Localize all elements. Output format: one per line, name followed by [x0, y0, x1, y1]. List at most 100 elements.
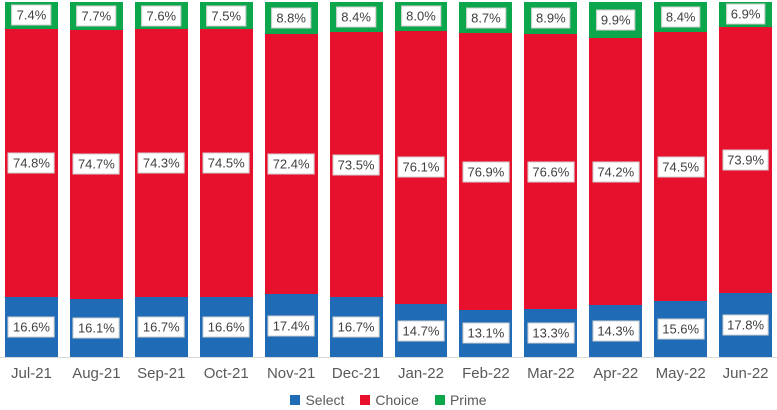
legend-label: Prime — [449, 392, 487, 408]
bar-segment-select: 15.6% — [654, 300, 708, 357]
data-label: 8.7% — [466, 7, 506, 29]
data-label: 8.8% — [271, 7, 311, 29]
bar-column: 7.5% 74.5% 16.6% — [199, 2, 253, 357]
data-label: 8.9% — [531, 7, 571, 29]
bar-segment-prime: 7.4% — [5, 2, 58, 29]
data-label: 16.6% — [202, 316, 250, 338]
data-label: 17.4% — [267, 315, 315, 337]
bar-segment-prime: 8.0% — [394, 2, 448, 31]
bar-segment-select: 16.1% — [69, 298, 123, 357]
data-label: 74.5% — [657, 156, 705, 178]
x-axis-label: Nov-21 — [266, 365, 316, 382]
data-label: 74.7% — [72, 153, 120, 175]
bar-segment-choice: 73.5% — [329, 32, 383, 297]
data-label: 74.3% — [137, 152, 185, 174]
bar-segment-prime: 8.4% — [329, 2, 383, 33]
x-axis-label: Apr-22 — [593, 365, 639, 382]
bar-column: 8.4% 73.5% 16.7% — [329, 2, 383, 357]
data-label: 74.8% — [8, 152, 55, 174]
x-axis-label: Jan-22 — [398, 365, 444, 382]
legend-item-prime: Prime — [434, 392, 487, 408]
data-label: 7.4% — [11, 4, 52, 26]
data-label: 8.4% — [336, 6, 376, 28]
bar-column: 8.8% 72.4% 17.4% — [264, 2, 318, 357]
data-label: 8.4% — [660, 6, 701, 28]
bar-segment-choice: 76.1% — [394, 30, 448, 305]
data-label: 74.5% — [202, 152, 250, 174]
data-label: 7.6% — [141, 5, 182, 27]
bar-segment-choice: 74.8% — [5, 28, 58, 298]
legend-label: Select — [305, 392, 345, 408]
legend-label: Choice — [375, 392, 419, 408]
data-label: 74.2% — [592, 161, 640, 183]
data-label: 16.7% — [137, 316, 185, 338]
data-label: 6.9% — [725, 3, 766, 25]
bar-segment-select: 14.3% — [589, 305, 643, 357]
data-label: 76.6% — [527, 161, 575, 183]
bar-segment-select: 17.4% — [264, 294, 318, 357]
legend-item-choice: Choice — [360, 392, 419, 408]
x-axis-label: Oct-21 — [203, 365, 249, 382]
legend: Select Choice Prime — [0, 387, 777, 408]
data-label: 17.8% — [722, 314, 770, 336]
data-label: 7.7% — [76, 5, 117, 27]
bar-segment-choice: 74.5% — [199, 29, 253, 298]
x-axis-label: Jul-21 — [11, 365, 52, 382]
x-axis-label: Dec-21 — [331, 365, 381, 382]
bar-segment-prime: 9.9% — [589, 2, 643, 38]
bar-column: 8.0% 76.1% 14.7% — [394, 2, 448, 357]
x-axis-label: Sep-21 — [137, 365, 186, 382]
bar-column: 8.4% 74.5% 15.6% — [654, 2, 708, 357]
data-label: 14.3% — [592, 320, 640, 342]
bar-segment-select: 13.1% — [459, 309, 513, 358]
data-label: 9.9% — [595, 9, 636, 31]
x-axis-label: Mar-22 — [527, 365, 575, 382]
data-label: 16.6% — [8, 316, 55, 338]
bar-column: 9.9% 74.2% 14.3% — [589, 2, 643, 357]
bar-segment-prime: 8.9% — [524, 2, 578, 34]
data-label: 72.4% — [267, 153, 315, 175]
bar-column: 7.7% 74.7% 16.1% — [69, 2, 123, 357]
bar-segment-choice: 72.4% — [264, 33, 318, 295]
data-label: 15.6% — [657, 318, 705, 340]
plot-area: 7.4% 74.8% 16.6% 7.7% 74.7% 16.1% 7.6% 74.3% 16.… — [0, 2, 777, 358]
legend-marker-icon — [360, 395, 371, 405]
bar-segment-prime: 7.7% — [69, 2, 123, 30]
bar-column: 7.6% 74.3% 16.7% — [134, 2, 188, 357]
data-label: 76.1% — [397, 156, 445, 178]
bar-segment-select: 16.6% — [5, 297, 58, 357]
bar-segment-choice: 76.9% — [459, 33, 513, 310]
data-label: 7.5% — [206, 5, 247, 26]
bar-segment-prime: 6.9% — [719, 2, 773, 27]
bar-segment-prime: 7.5% — [199, 2, 253, 29]
bar-segment-choice: 76.6% — [524, 33, 578, 310]
bar-segment-choice: 74.5% — [654, 32, 708, 301]
bar-segment-select: 16.7% — [329, 296, 383, 357]
x-axis-label: Aug-21 — [72, 365, 121, 382]
bar-segment-select: 16.6% — [199, 297, 253, 357]
bar-segment-choice: 74.2% — [589, 37, 643, 306]
bar-column: 8.7% 76.9% 13.1% — [459, 2, 513, 358]
x-axis-label: May-22 — [655, 365, 706, 382]
bar-segment-prime: 8.8% — [264, 2, 318, 34]
data-label: 73.5% — [332, 154, 380, 176]
bar-segment-select: 14.7% — [394, 304, 448, 357]
bar-segment-select: 16.7% — [134, 296, 188, 357]
data-label: 76.9% — [462, 161, 510, 183]
bar-segment-prime: 7.6% — [134, 2, 188, 30]
legend-marker-icon — [434, 395, 445, 405]
x-axis-label: Jun-22 — [722, 365, 769, 382]
bar-segment-select: 17.8% — [719, 292, 773, 357]
bar-segment-choice: 73.9% — [719, 26, 773, 293]
data-label: 8.0% — [401, 5, 441, 27]
legend-marker-icon — [290, 395, 301, 405]
bar-segment-prime: 8.4% — [654, 2, 708, 33]
data-label: 16.1% — [72, 317, 120, 339]
bar-column: 7.4% 74.8% 16.6% — [5, 2, 58, 357]
bar-column: 8.9% 76.6% 13.3% — [524, 2, 578, 357]
bar-column: 6.9% 73.9% 17.8% — [719, 2, 773, 357]
x-axis: Jul-21 Aug-21 Sep-21 Oct-21 Nov-21 Dec-21 Jan-… — [0, 358, 777, 387]
bar-segment-choice: 74.3% — [134, 29, 188, 297]
legend-item-select: Select — [290, 392, 344, 408]
